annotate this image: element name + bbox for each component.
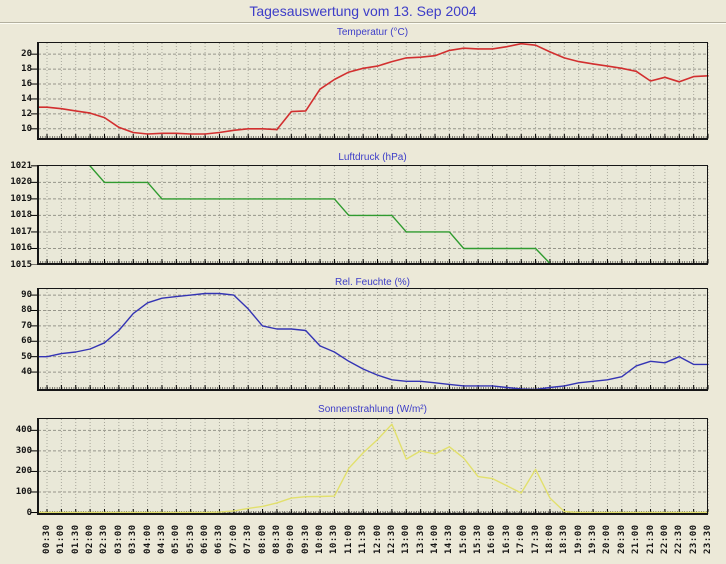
solar-radiation-plot <box>31 418 709 515</box>
x-tick-label: 06:00 <box>200 524 211 554</box>
solar-radiation-y-tick-label: 300 <box>15 445 32 456</box>
temperature-y-tick-label: 14 <box>21 93 32 104</box>
x-tick-label: 10:30 <box>329 524 340 554</box>
title-divider <box>0 22 726 24</box>
solar-radiation-y-tick-label: 200 <box>15 466 32 477</box>
temperature-y-tick-label: 20 <box>21 49 32 60</box>
x-tick-label: 12:00 <box>372 524 383 554</box>
humidity-y-tick-label: 70 <box>21 320 32 331</box>
humidity-y-tick-label: 80 <box>21 305 32 316</box>
x-tick-label: 01:00 <box>56 524 67 554</box>
x-tick-label: 07:00 <box>228 524 239 554</box>
x-tick-label: 14:00 <box>429 524 440 554</box>
air-pressure-y-tick-label: 1016 <box>10 243 32 254</box>
air-pressure-series-line <box>89 165 551 265</box>
x-tick-label: 18:30 <box>559 524 570 554</box>
x-tick-label: 04:30 <box>156 524 167 554</box>
x-tick-label: 22:00 <box>659 524 670 554</box>
x-tick-label: 03:30 <box>128 524 139 554</box>
x-tick-label: 13:00 <box>401 524 412 554</box>
x-tick-label: 06:30 <box>214 524 225 554</box>
x-tick-label: 13:30 <box>415 524 426 554</box>
humidity-y-tick-label: 60 <box>21 336 32 347</box>
x-tick-label: 16:30 <box>501 524 512 554</box>
x-tick-label: 18:00 <box>544 524 555 554</box>
x-tick-label: 21:00 <box>631 524 642 554</box>
x-tick-label: 02:30 <box>99 524 110 554</box>
air-pressure-plot <box>31 165 709 265</box>
x-tick-label: 03:00 <box>113 524 124 554</box>
humidity-y-tick-label: 90 <box>21 290 32 301</box>
solar-radiation-y-tick-label: 0 <box>26 507 32 518</box>
x-tick-label: 16:00 <box>487 524 498 554</box>
x-tick-label: 21:30 <box>645 524 656 554</box>
humidity-series-line <box>37 292 709 391</box>
air-pressure-chart-title: Luftdruck (hPa) <box>338 152 407 163</box>
temperature-y-tick-label: 18 <box>21 64 32 75</box>
x-tick-label: 20:30 <box>616 524 627 554</box>
x-tick-label: 08:30 <box>271 524 282 554</box>
x-tick-label: 14:30 <box>444 524 455 554</box>
solar-radiation-y-tick-label: 100 <box>15 486 32 497</box>
x-tick-label: 00:30 <box>42 524 52 554</box>
temperature-y-tick-label: 12 <box>21 108 32 119</box>
x-tick-label: 20:00 <box>602 524 613 554</box>
x-tick-label: 05:00 <box>171 524 182 554</box>
humidity-plot <box>31 288 709 391</box>
temperature-chart-title: Temperatur (°C) <box>336 27 409 38</box>
x-tick-label: 04:00 <box>142 524 153 554</box>
x-tick-label: 23:30 <box>703 524 714 554</box>
air-pressure-y-tick-label: 1015 <box>10 260 32 270</box>
x-tick-label: 19:30 <box>588 524 599 554</box>
x-tick-label: 09:00 <box>286 524 297 554</box>
x-tick-label: 01:30 <box>70 524 81 554</box>
x-tick-label: 15:30 <box>473 524 484 554</box>
temperature-y-tick-label: 10 <box>21 123 32 134</box>
air-pressure-y-tick-label: 1021 <box>10 160 32 171</box>
x-tick-label: 10:00 <box>315 524 326 554</box>
x-tick-label: 19:00 <box>573 524 584 554</box>
x-tick-label: 02:00 <box>85 524 96 554</box>
temperature-plot <box>31 42 709 140</box>
solar-radiation-chart-title: Sonnenstrahlung (W/m²) <box>318 404 427 415</box>
temperature-series-line <box>37 42 709 135</box>
solar-radiation-y-tick-label: 400 <box>15 425 32 436</box>
air-pressure-y-tick-label: 1018 <box>10 210 32 221</box>
x-tick-label: 09:30 <box>300 524 311 554</box>
x-tick-label: 22:30 <box>674 524 685 554</box>
air-pressure-y-tick-label: 1019 <box>10 193 32 204</box>
solar-radiation-series-line <box>37 423 709 514</box>
x-tick-label: 08:00 <box>257 524 268 554</box>
air-pressure-y-tick-label: 1017 <box>10 226 32 237</box>
page-title: Tagesauswertung vom 13. Sep 2004 <box>249 3 477 19</box>
x-tick-label: 15:00 <box>458 524 469 554</box>
x-tick-label: 17:00 <box>516 524 527 554</box>
x-tick-label: 23:00 <box>688 524 699 554</box>
humidity-y-tick-label: 40 <box>21 367 32 378</box>
temperature-y-tick-label: 16 <box>21 79 32 90</box>
x-tick-label: 05:30 <box>185 524 196 554</box>
x-tick-label: 17:30 <box>530 524 541 554</box>
air-pressure-y-tick-label: 1020 <box>10 177 32 188</box>
humidity-chart-title: Rel. Feuchte (%) <box>334 277 411 288</box>
x-tick-label: 07:30 <box>243 524 254 554</box>
x-tick-label: 11:00 <box>343 524 354 554</box>
x-tick-label: 12:30 <box>386 524 397 554</box>
x-tick-label: 11:30 <box>358 524 369 554</box>
humidity-y-tick-label: 50 <box>21 351 32 362</box>
